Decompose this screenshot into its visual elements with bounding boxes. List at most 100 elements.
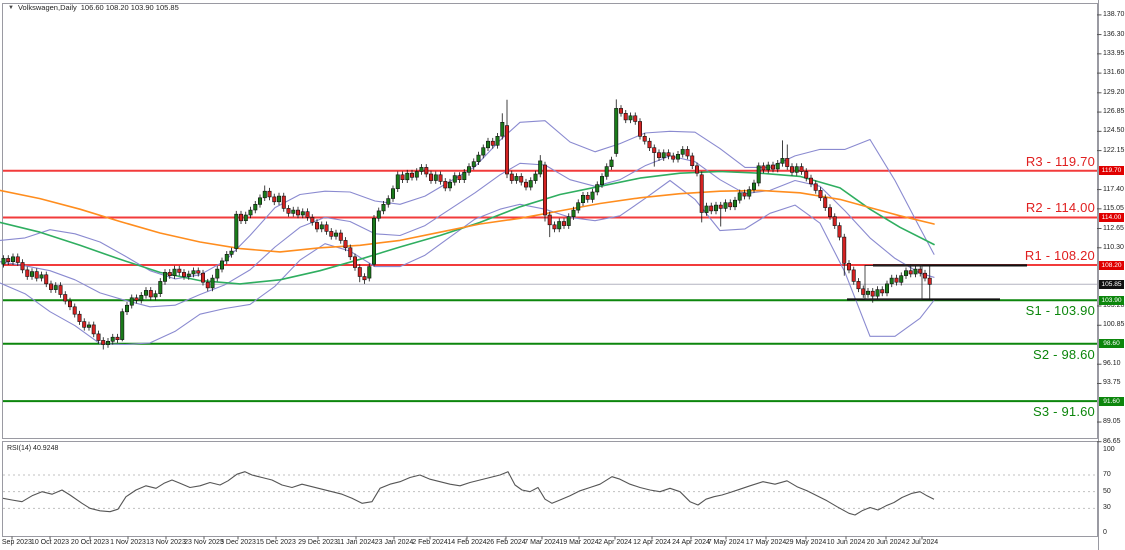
candle xyxy=(903,267,908,279)
level-label-S1: S1 - 103.90 xyxy=(1025,303,1095,319)
price-badge-S3: 91.60 xyxy=(1099,396,1124,406)
candle xyxy=(314,219,319,233)
bb-lower-line xyxy=(0,179,935,346)
chart-title: ▼ Volkswagen,Daily 106.60 108.20 103.90 … xyxy=(8,3,179,12)
candle xyxy=(201,269,206,286)
candle xyxy=(846,260,851,274)
candle xyxy=(737,189,742,204)
candle xyxy=(808,174,813,188)
candle xyxy=(362,273,367,284)
candle xyxy=(718,201,723,227)
candle xyxy=(609,156,614,170)
candle xyxy=(400,171,405,183)
candle xyxy=(471,158,476,170)
candle xyxy=(96,330,101,344)
candle xyxy=(310,214,315,226)
candle xyxy=(419,164,424,175)
candle xyxy=(186,270,191,280)
candle xyxy=(148,287,153,301)
candle xyxy=(172,265,177,279)
candle xyxy=(253,201,258,214)
rsi-tick-label: 70 xyxy=(1103,470,1111,478)
price-tick-label: 112.65 xyxy=(1103,224,1124,232)
candle xyxy=(276,192,281,206)
candle xyxy=(53,282,58,293)
symbol-period-label: Volkswagen,Daily xyxy=(17,3,77,12)
candle xyxy=(1,255,6,268)
candle xyxy=(889,274,894,288)
candle xyxy=(234,210,239,252)
candle xyxy=(604,163,609,180)
candle xyxy=(599,173,604,188)
candle xyxy=(732,196,737,211)
candle xyxy=(742,189,747,200)
candle xyxy=(6,255,11,265)
candle xyxy=(652,144,657,167)
candle xyxy=(144,287,149,299)
price-badge-S2: 98.60 xyxy=(1099,339,1124,349)
candle xyxy=(205,278,210,292)
candle xyxy=(82,318,87,331)
candle xyxy=(63,291,68,305)
candle xyxy=(229,247,234,258)
price-badge-R2: 114.00 xyxy=(1099,212,1124,222)
candle xyxy=(452,172,457,186)
rsi-tick-label: 100 xyxy=(1103,446,1115,453)
candle xyxy=(552,221,557,233)
price-tick-label: 100.85 xyxy=(1103,321,1125,329)
candle xyxy=(785,144,790,170)
date-label: 2 Apr 2024 xyxy=(598,539,632,546)
candle xyxy=(804,168,809,182)
date-label: 17 May 2024 xyxy=(745,539,787,546)
date-label: 28 Sep 2023 xyxy=(0,539,32,546)
candle xyxy=(262,185,267,201)
date-label: 26 Feb 2024 xyxy=(486,539,526,546)
candle xyxy=(243,211,248,224)
date-label: 1 Nov 2023 xyxy=(110,539,146,546)
candle xyxy=(182,269,187,280)
date-label: 11 Jan 2024 xyxy=(336,539,376,546)
candle xyxy=(239,210,244,224)
candle xyxy=(447,178,452,192)
candle xyxy=(780,140,785,167)
candle xyxy=(789,163,794,176)
candle xyxy=(414,168,419,181)
candle xyxy=(215,265,220,282)
symbol-dropdown-icon[interactable]: ▼ xyxy=(8,4,14,11)
price-tick-label: 89.05 xyxy=(1103,418,1121,426)
candle xyxy=(462,169,467,183)
candle xyxy=(671,152,676,163)
candle xyxy=(305,208,310,221)
candle xyxy=(438,171,443,185)
candle xyxy=(514,173,519,184)
candle xyxy=(115,333,120,343)
candle xyxy=(580,192,585,206)
price-badge-R3: 119.70 xyxy=(1099,166,1124,176)
candle xyxy=(542,161,547,222)
candle xyxy=(91,321,96,338)
candle xyxy=(561,218,566,229)
candle xyxy=(286,205,291,217)
candle xyxy=(675,151,680,163)
candle xyxy=(120,308,125,342)
candle xyxy=(685,146,690,160)
price-tick-label: 122.15 xyxy=(1103,146,1125,154)
level-label-R2: R2 - 114.00 xyxy=(1025,200,1095,216)
rsi-tick-label: 50 xyxy=(1103,487,1111,495)
candle xyxy=(405,169,410,183)
candle xyxy=(68,297,73,311)
date-label: 20 Oct 2023 xyxy=(70,539,110,546)
consolidation-box[interactable] xyxy=(864,265,923,300)
candle xyxy=(813,180,818,194)
date-label: 13 Nov 2023 xyxy=(146,539,186,546)
date-label: 23 Nov 2023 xyxy=(184,539,224,546)
candle xyxy=(856,278,861,293)
candle xyxy=(490,137,495,149)
candle xyxy=(267,187,272,201)
candle xyxy=(381,201,386,215)
candle xyxy=(547,211,552,238)
ma-orange-line xyxy=(0,189,935,253)
candle xyxy=(922,269,927,282)
date-label: 23 Jan 2024 xyxy=(374,539,414,546)
